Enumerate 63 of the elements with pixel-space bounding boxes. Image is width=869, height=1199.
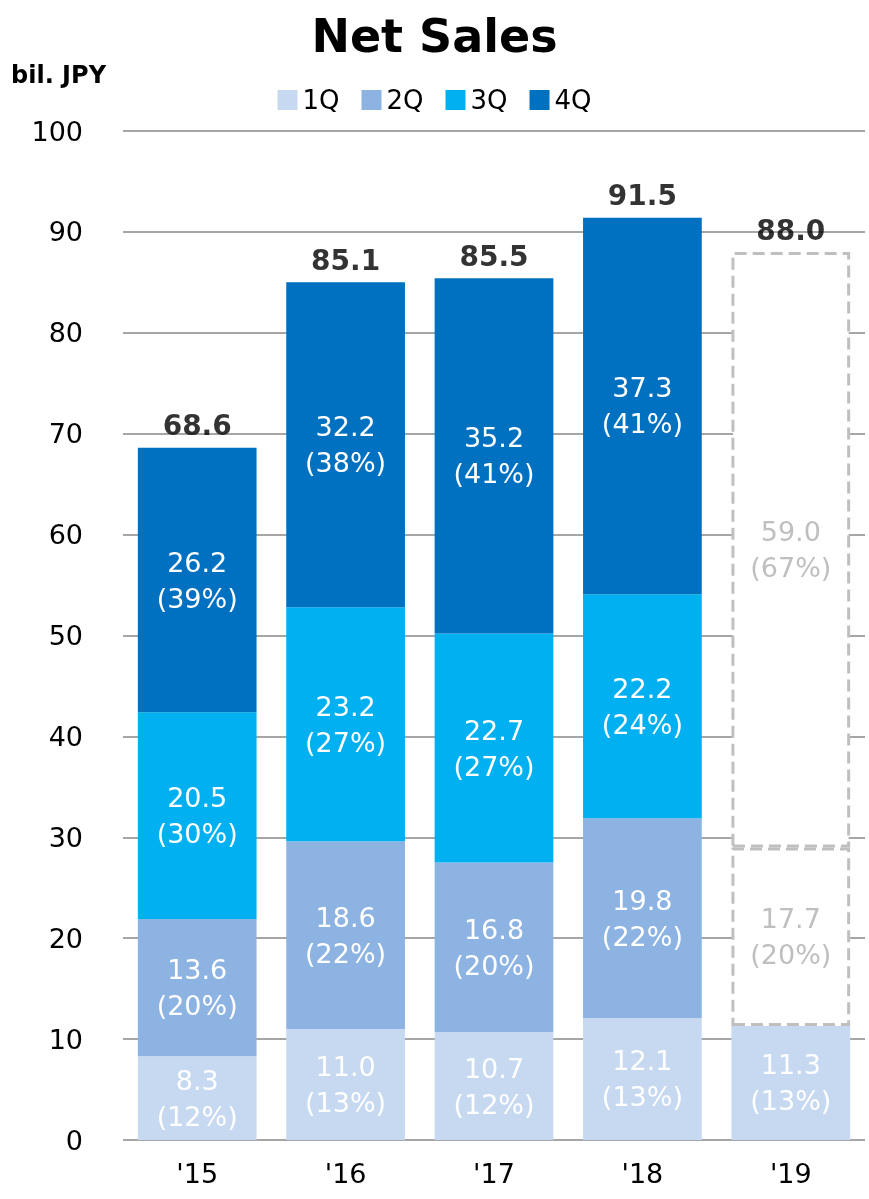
x-tick-label: '17 xyxy=(473,1158,515,1189)
y-tick-label: 80 xyxy=(48,317,83,349)
bar xyxy=(434,633,554,863)
data-label: 12.1 (13%) xyxy=(601,1045,683,1113)
data-label: 19.8 (22%) xyxy=(601,884,683,952)
total-label: 91.5 xyxy=(607,179,677,213)
data-label: 8.3 (12%) xyxy=(156,1064,238,1132)
total-label: 88.0 xyxy=(756,213,826,247)
data-label: 11.3 (13%) xyxy=(750,1049,832,1117)
data-label: 23.2 (27%) xyxy=(305,690,387,758)
bar xyxy=(286,1029,405,1140)
legend-label: 2Q xyxy=(386,85,424,115)
bar xyxy=(286,607,405,842)
bar xyxy=(137,447,257,713)
total-label: 68.6 xyxy=(162,409,232,443)
data-label: 20.5 (30%) xyxy=(156,782,238,850)
data-label: 35.2 (41%) xyxy=(453,422,535,490)
x-tick-label: '15 xyxy=(176,1158,219,1189)
total-label: 85.1 xyxy=(311,243,381,277)
data-label: 18.6 (22%) xyxy=(305,901,387,969)
x-tick-label: '16 xyxy=(324,1158,367,1189)
data-label: 37.3 (41%) xyxy=(601,372,683,440)
y-tick-label: 10 xyxy=(48,1023,83,1055)
y-tick-label: 0 xyxy=(65,1124,83,1156)
bar xyxy=(583,594,702,819)
y-tick-label: 70 xyxy=(48,418,83,450)
data-label: 10.7 (12%) xyxy=(453,1052,535,1120)
bar xyxy=(583,217,702,595)
data-label: 16.8 (20%) xyxy=(453,913,535,981)
bar xyxy=(583,1017,702,1140)
data-label: 26.2 (39%) xyxy=(156,546,238,614)
data-label: 13.6 (20%) xyxy=(156,954,238,1022)
bar xyxy=(137,1056,257,1140)
total-label: 85.5 xyxy=(459,239,529,273)
data-label: 22.7 (27%) xyxy=(453,714,535,782)
y-tick-label: 50 xyxy=(48,620,83,651)
y-tick-label: 30 xyxy=(48,821,83,853)
y-tick-label: 20 xyxy=(48,922,83,954)
y-axis-title: bil. JPY xyxy=(11,61,107,89)
bar xyxy=(434,862,554,1033)
y-tick-label: 40 xyxy=(48,720,83,752)
x-tick-label: '19 xyxy=(769,1158,812,1189)
bar xyxy=(731,1025,851,1140)
data-label: 59.0 (67%) xyxy=(750,516,832,584)
bar xyxy=(286,282,405,608)
legend-label: 1Q xyxy=(302,85,340,115)
bar xyxy=(583,818,702,1018)
y-tick-label: 90 xyxy=(48,216,83,248)
data-label: 17.7 (20%) xyxy=(750,903,832,971)
legend-label: 3Q xyxy=(470,85,508,115)
data-label: 32.2 (38%) xyxy=(305,411,387,479)
bar xyxy=(434,278,554,634)
chart-title: Net Sales xyxy=(311,9,558,63)
bar xyxy=(286,841,405,1030)
data-label: 22.2 (24%) xyxy=(601,672,683,740)
bar xyxy=(137,712,257,920)
x-tick-label: '18 xyxy=(621,1158,664,1189)
legend-label: 4Q xyxy=(554,85,592,115)
bar xyxy=(434,1032,554,1140)
y-tick-label: 100 xyxy=(31,115,83,147)
bar xyxy=(137,919,257,1057)
data-label: 11.0 (13%) xyxy=(305,1051,387,1119)
y-tick-label: 60 xyxy=(48,519,83,551)
